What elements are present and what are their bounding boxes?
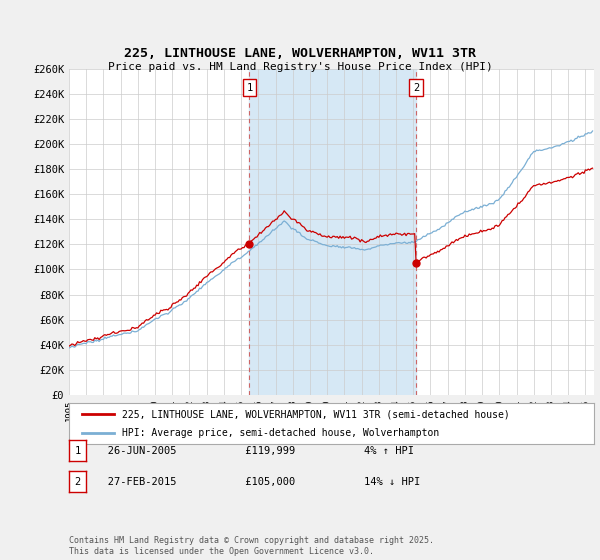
Text: 2: 2	[74, 477, 80, 487]
Text: HPI: Average price, semi-detached house, Wolverhampton: HPI: Average price, semi-detached house,…	[121, 428, 439, 437]
Text: 2: 2	[413, 83, 419, 93]
Text: Contains HM Land Registry data © Crown copyright and database right 2025.
This d: Contains HM Land Registry data © Crown c…	[69, 536, 434, 556]
Text: 26-JUN-2005           £119,999           4% ↑ HPI: 26-JUN-2005 £119,999 4% ↑ HPI	[89, 446, 414, 456]
Text: Price paid vs. HM Land Registry's House Price Index (HPI): Price paid vs. HM Land Registry's House …	[107, 62, 493, 72]
Bar	[250, 69, 416, 395]
Text: 225, LINTHOUSE LANE, WOLVERHAMPTON, WV11 3TR (semi-detached house): 225, LINTHOUSE LANE, WOLVERHAMPTON, WV11…	[121, 409, 509, 419]
Text: 225, LINTHOUSE LANE, WOLVERHAMPTON, WV11 3TR: 225, LINTHOUSE LANE, WOLVERHAMPTON, WV11…	[124, 48, 476, 60]
Text: 1: 1	[246, 83, 253, 93]
Text: 27-FEB-2015           £105,000           14% ↓ HPI: 27-FEB-2015 £105,000 14% ↓ HPI	[89, 477, 420, 487]
Text: 1: 1	[74, 446, 80, 456]
